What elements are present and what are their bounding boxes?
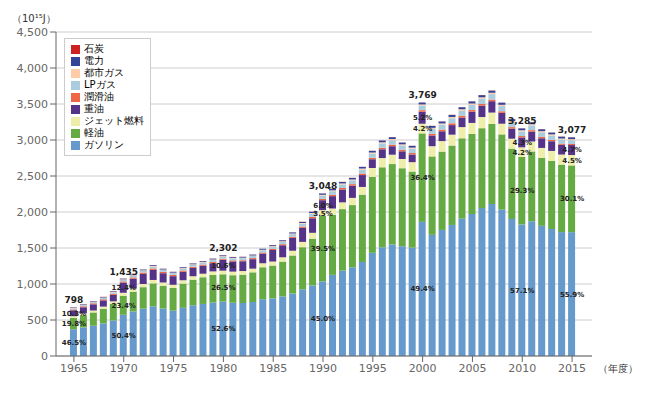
svg-text:4.2%: 4.2% [513, 149, 532, 157]
html-text:LPガス: LPガス [84, 79, 116, 90]
svg-text:1,435: 1,435 [110, 267, 138, 277]
svg-text:2010: 2010 [508, 362, 536, 375]
svg-text:0: 0 [41, 350, 48, 363]
svg-text:2,500: 2,500 [17, 170, 49, 183]
svg-text:5.2%: 5.2% [413, 114, 432, 122]
svg-text:1,500: 1,500 [17, 242, 49, 255]
svg-text:45.0%: 45.0% [311, 315, 335, 323]
svg-text:2,302: 2,302 [209, 243, 237, 253]
svg-text:2000: 2000 [409, 362, 437, 375]
html-text:潤滑油: 潤滑油 [84, 91, 114, 102]
html-text:（年度）: （年度） [598, 363, 638, 374]
svg-text:36.4%: 36.4% [410, 174, 434, 182]
svg-text:3,500: 3,500 [17, 98, 49, 111]
svg-text:3,048: 3,048 [309, 181, 337, 191]
svg-text:10.3%: 10.3% [62, 310, 86, 318]
svg-text:46.5%: 46.5% [62, 339, 86, 347]
svg-text:57.1%: 57.1% [510, 287, 534, 295]
svg-text:3,077: 3,077 [558, 125, 586, 135]
html-text:都市ガス: 都市ガス [84, 67, 124, 78]
svg-text:4.5%: 4.5% [562, 157, 581, 165]
svg-text:30.1%: 30.1% [560, 195, 584, 203]
html-text:電力: 電力 [84, 55, 104, 66]
svg-text:1985: 1985 [259, 362, 287, 375]
svg-text:3,000: 3,000 [17, 134, 49, 147]
svg-text:1,000: 1,000 [17, 278, 49, 291]
svg-text:1965: 1965 [60, 362, 88, 375]
svg-text:4.2%: 4.2% [413, 125, 432, 133]
svg-text:3.5%: 3.5% [313, 210, 332, 218]
svg-text:4,500: 4,500 [17, 26, 49, 39]
svg-text:26.5%: 26.5% [211, 284, 235, 292]
svg-text:500: 500 [27, 314, 48, 327]
svg-text:4,000: 4,000 [17, 62, 49, 75]
svg-text:1980: 1980 [209, 362, 237, 375]
html-text:重油: 重油 [84, 103, 104, 114]
svg-text:1995: 1995 [359, 362, 387, 375]
svg-text:6.0%: 6.0% [313, 202, 332, 210]
svg-text:52.6%: 52.6% [211, 325, 235, 333]
svg-text:3,769: 3,769 [408, 90, 436, 100]
svg-text:55.9%: 55.9% [560, 291, 584, 299]
svg-text:4.7%: 4.7% [562, 146, 581, 154]
svg-text:4.3%: 4.3% [513, 139, 532, 147]
svg-text:49.4%: 49.4% [410, 285, 434, 293]
svg-text:2005: 2005 [458, 362, 486, 375]
svg-text:12.4%: 12.4% [112, 284, 136, 292]
html-text:ガソリン: ガソリン [84, 139, 124, 150]
svg-text:1970: 1970 [110, 362, 138, 375]
svg-text:1975: 1975 [160, 362, 188, 375]
svg-text:23.4%: 23.4% [112, 302, 136, 310]
svg-text:50.4%: 50.4% [112, 332, 136, 340]
svg-text:1990: 1990 [309, 362, 337, 375]
svg-text:2015: 2015 [558, 362, 586, 375]
svg-text:29.3%: 29.3% [510, 187, 534, 195]
svg-text:2,000: 2,000 [17, 206, 49, 219]
svg-text:3,285: 3,285 [508, 116, 536, 126]
svg-text:19.8%: 19.8% [62, 320, 86, 328]
svg-text:798: 798 [65, 295, 84, 305]
html-text:石炭: 石炭 [84, 43, 104, 54]
svg-text:10.6%: 10.6% [211, 262, 235, 270]
html-text:（10¹⁵J）: （10¹⁵J） [12, 13, 56, 24]
svg-text:39.5%: 39.5% [311, 245, 335, 253]
html-text:軽油: 軽油 [84, 127, 104, 138]
html-text:ジェット燃料: ジェット燃料 [84, 115, 144, 126]
